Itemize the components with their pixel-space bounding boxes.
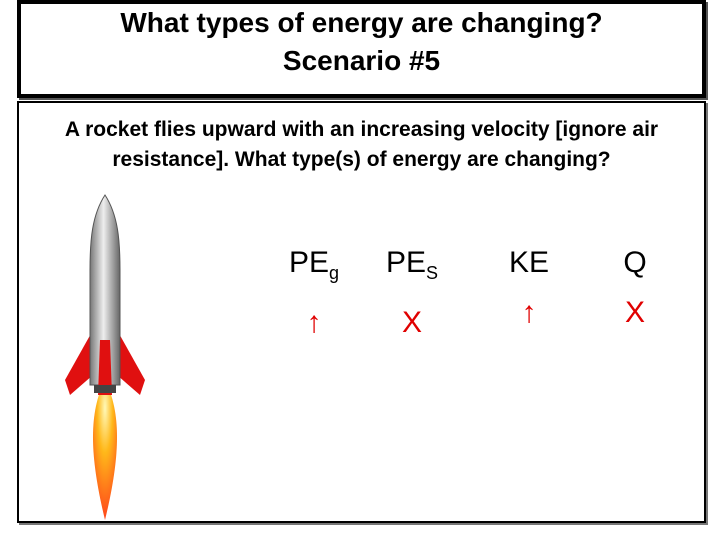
question: A rocket flies upward with an increasing…: [64, 118, 659, 171]
title-box: What types of energy are changing? Scena…: [17, 0, 706, 98]
energy-change: ↑: [306, 306, 322, 339]
energy-name: PE: [385, 246, 426, 279]
content-box: A rocket flies upward with an increasing…: [17, 101, 706, 523]
energy-name: Q: [623, 246, 647, 279]
energy-label: KE: [474, 243, 584, 283]
energy-change: X: [401, 306, 422, 339]
rocket-illustration: [65, 194, 145, 520]
energy-label: Q: [580, 243, 690, 283]
energy-column: PEg ↑: [259, 243, 369, 343]
energy-label: PES: [357, 243, 467, 293]
energy-change: ↑: [521, 296, 537, 329]
energy-subscript: S: [426, 263, 439, 283]
energy-label: PEg: [259, 243, 369, 293]
energy-column: PES X: [357, 243, 467, 343]
energy-name: PE: [288, 246, 329, 279]
energy-name: KE: [508, 246, 550, 279]
energy-column: KE ↑: [474, 243, 584, 333]
title: What types of energy are changing?: [120, 7, 603, 38]
energy-subscript: g: [329, 263, 340, 283]
subtitle: Scenario #5: [282, 45, 441, 76]
energy-change: X: [624, 296, 645, 329]
